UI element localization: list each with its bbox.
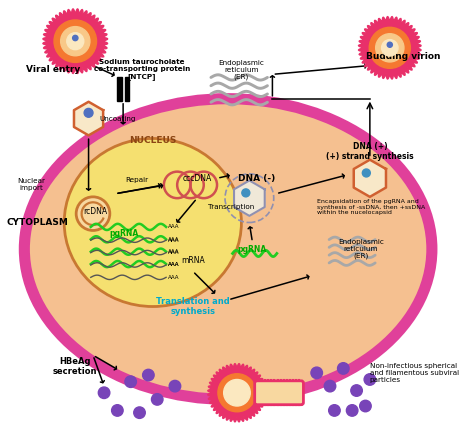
Circle shape [224, 380, 250, 406]
Circle shape [311, 367, 322, 379]
Circle shape [351, 385, 362, 396]
Polygon shape [358, 16, 421, 79]
Text: DNA (-): DNA (-) [238, 174, 275, 183]
Text: CYTOPLASM: CYTOPLASM [7, 218, 69, 227]
Circle shape [346, 405, 358, 416]
Text: AAA: AAA [168, 224, 180, 230]
Polygon shape [43, 9, 108, 73]
Circle shape [84, 109, 93, 117]
Circle shape [169, 380, 181, 392]
Circle shape [54, 20, 97, 62]
Ellipse shape [64, 138, 241, 307]
Text: pgRNA: pgRNA [109, 229, 138, 238]
Text: Endoplasmic
reticulum
(ER): Endoplasmic reticulum (ER) [338, 239, 384, 259]
Circle shape [337, 363, 349, 374]
Circle shape [61, 27, 90, 56]
Circle shape [364, 374, 375, 385]
Circle shape [369, 27, 410, 69]
Text: HBeAg
secretion: HBeAg secretion [53, 356, 98, 376]
Text: pgRNA: pgRNA [238, 245, 267, 254]
Text: AAA: AAA [168, 263, 180, 267]
Circle shape [134, 407, 145, 418]
Text: AAA: AAA [168, 237, 180, 242]
Text: AAA: AAA [168, 275, 180, 280]
Ellipse shape [24, 99, 432, 400]
Circle shape [76, 197, 110, 231]
Circle shape [360, 400, 371, 412]
Polygon shape [234, 181, 264, 216]
Circle shape [242, 189, 250, 197]
Circle shape [362, 169, 370, 177]
Text: NUCLEUS: NUCLEUS [129, 136, 176, 145]
Polygon shape [208, 364, 266, 422]
Text: Viral entry: Viral entry [26, 65, 80, 74]
Circle shape [376, 34, 404, 62]
FancyBboxPatch shape [125, 77, 129, 101]
Text: mRNA: mRNA [182, 255, 205, 265]
Text: DNA (+)
(+) strand synthesis: DNA (+) (+) strand synthesis [326, 142, 414, 162]
Circle shape [328, 405, 340, 416]
Text: Non-infectious spherical
and filamentous subviral
particles: Non-infectious spherical and filamentous… [370, 363, 459, 383]
Text: Transcription: Transcription [208, 204, 255, 210]
Circle shape [111, 405, 123, 416]
Text: Sodium taurocholate
co-transporting protein
[NTCP]: Sodium taurocholate co-transporting prot… [93, 60, 190, 81]
Circle shape [98, 387, 110, 399]
Circle shape [152, 394, 163, 405]
Text: Encapsidation of the pgRNA and
synthesis of -ssDNA, then +ssDNA
within the nucel: Encapsidation of the pgRNA and synthesis… [317, 199, 425, 215]
Text: rcDNA: rcDNA [83, 207, 107, 216]
Text: Uncoating: Uncoating [100, 116, 136, 121]
Circle shape [218, 374, 256, 412]
Text: Translation and
synthesis: Translation and synthesis [156, 297, 229, 316]
Polygon shape [74, 102, 103, 135]
Text: AAA: AAA [168, 250, 180, 255]
Text: Budding virion: Budding virion [366, 52, 440, 61]
Text: cccDNA: cccDNA [182, 174, 212, 183]
Circle shape [143, 369, 154, 381]
FancyBboxPatch shape [255, 381, 303, 405]
Text: AAA: AAA [168, 262, 180, 267]
Circle shape [67, 32, 84, 50]
FancyBboxPatch shape [118, 77, 122, 101]
Circle shape [324, 380, 336, 392]
Text: Repair: Repair [126, 178, 149, 183]
Polygon shape [354, 160, 386, 197]
Text: AAA: AAA [168, 249, 180, 254]
Text: Nuclear
import: Nuclear import [17, 178, 45, 191]
Circle shape [387, 42, 392, 47]
Circle shape [125, 376, 137, 388]
Circle shape [382, 40, 398, 56]
Text: Endoplasmic
reticulum
(ER): Endoplasmic reticulum (ER) [219, 60, 264, 80]
Text: AAA: AAA [168, 238, 180, 243]
Circle shape [73, 35, 78, 40]
